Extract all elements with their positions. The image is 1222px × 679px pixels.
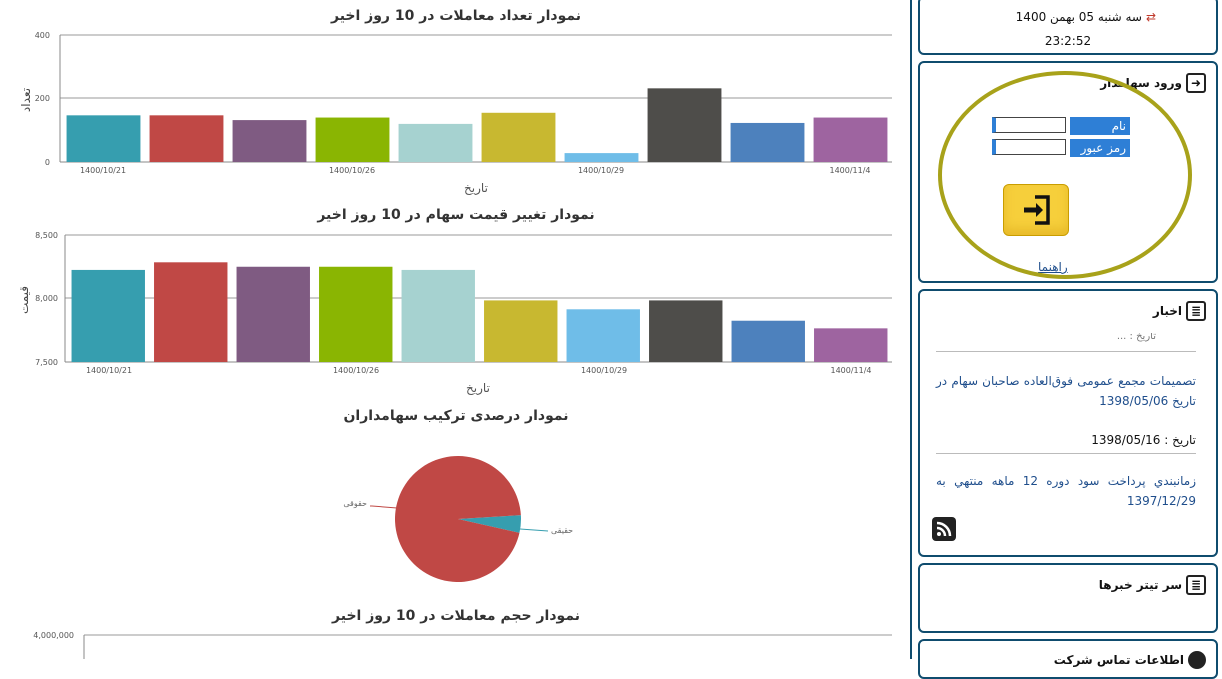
- headlines-title: سر تیتر خبرها: [1098, 578, 1182, 592]
- datetime-box: ⇄ سه شنبه 05 بهمن 1400 23:2:52: [918, 0, 1218, 55]
- newspaper-icon: ≣: [1186, 301, 1206, 321]
- x-tick-label: 1400/10/26: [329, 166, 375, 175]
- y-tick-label: 400: [35, 31, 50, 40]
- bar-10: [813, 117, 888, 162]
- bar-6: [484, 300, 558, 362]
- bar-1: [71, 269, 145, 362]
- count-chart-title: نمودار تعداد معاملات در 10 روز اخیر: [330, 8, 581, 24]
- bar-2: [149, 115, 224, 162]
- y-tick-label: 200: [35, 94, 50, 103]
- login-title: ورود سهامدار: [1100, 76, 1182, 90]
- news-box: ≣ اخبار تاریخ : ... تصمیمات مجمع عمومی ف…: [918, 289, 1218, 557]
- news-divider: [936, 453, 1196, 454]
- holders-pie-chart: حقوقی حقیقی: [343, 456, 573, 582]
- bar-4: [319, 266, 393, 362]
- bar-9: [730, 122, 805, 162]
- bar-6: [481, 112, 556, 162]
- news-partial-date: تاریخ : ...: [1116, 333, 1156, 342]
- login-header: ➜ ورود سهامدار: [1100, 73, 1206, 93]
- y-tick-label: 8,000: [35, 294, 58, 303]
- news-header: ≣ اخبار: [1153, 301, 1206, 321]
- x-axis-label: تاریخ: [464, 181, 488, 196]
- holders-chart-title: نمودار درصدی ترکیب سهامداران: [343, 408, 569, 424]
- password-input[interactable]: [992, 139, 1066, 155]
- bar-group: [66, 88, 888, 162]
- bar-8: [649, 300, 723, 362]
- volume-chart-title: نمودار حجم معاملات در 10 روز اخیر: [332, 608, 580, 624]
- highlight-ellipse: [938, 71, 1192, 279]
- x-tick-label: 1400/10/26: [333, 366, 379, 375]
- bar-8: [647, 88, 722, 162]
- y-axis-label: قیمت: [17, 286, 31, 314]
- bar-5: [401, 269, 475, 362]
- y-tick-label: 8,500: [35, 231, 58, 240]
- y-tick-label: 0: [45, 158, 50, 167]
- news-item-date: تاریخ : 1398/05/16: [1091, 433, 1196, 447]
- password-label: رمز عبور :: [1070, 139, 1130, 171]
- rss-icon[interactable]: [932, 517, 956, 541]
- news-item-link[interactable]: تصمیمات مجمع عمومی فوق‌العاده صاحبان سها…: [936, 374, 1196, 408]
- x-axis-label: تاریخ: [466, 381, 490, 396]
- exchange-arrows-icon: ⇄: [1145, 10, 1156, 24]
- news-item-link[interactable]: زمانبندي پرداخت سود دوره 12 ماهه منتهي ب…: [936, 474, 1196, 508]
- price-chart-title: نمودار تغییر قیمت سهام در 10 روز اخیر: [317, 207, 595, 223]
- bar-group: [71, 262, 888, 362]
- phone-icon: [1188, 651, 1206, 669]
- bar-4: [315, 117, 390, 162]
- help-link[interactable]: راهنما: [1038, 260, 1068, 274]
- login-arrow-icon: ➜: [1186, 73, 1206, 93]
- pie-label-natural: حقیقی: [551, 526, 573, 535]
- company-box: اطلاعات تماس شرکت: [918, 639, 1218, 679]
- pie-slice-1: [395, 456, 521, 582]
- bar-5: [398, 123, 473, 162]
- bar-10: [814, 328, 888, 362]
- bar-1: [66, 115, 141, 162]
- y-tick-label: 4,000,000: [33, 631, 74, 640]
- sign-in-icon: [1024, 195, 1050, 225]
- bar-7: [564, 153, 639, 162]
- x-tick-label: 1400/11/4: [829, 166, 870, 175]
- pie-label-legal: حقوقی: [343, 499, 367, 508]
- headlines-header: ≣ سر تیتر خبرها: [1099, 575, 1206, 595]
- charts-panel: نمودار تعداد معاملات در 10 روز اخیر 400 …: [17, 0, 912, 659]
- x-tick-label: 1400/10/29: [581, 366, 627, 375]
- current-time: 23:2:52: [1044, 34, 1092, 48]
- bar-7: [566, 309, 640, 362]
- pie-leader-line: [370, 505, 398, 509]
- newspaper-icon: ≣: [1186, 575, 1206, 595]
- pie-slice-2: [458, 515, 522, 533]
- current-date: سه شنبه 05 بهمن 1400: [1015, 10, 1142, 24]
- headlines-box: ≣ سر تیتر خبرها: [918, 563, 1218, 633]
- y-tick-label: 7,500: [35, 358, 58, 367]
- news-title: اخبار: [1152, 304, 1182, 318]
- pie-group: [395, 456, 522, 582]
- company-title: اطلاعات تماس شرکت: [1053, 653, 1184, 667]
- x-tick-label: 1400/10/21: [86, 366, 132, 375]
- pie-leader-line: [519, 528, 549, 532]
- username-input[interactable]: [992, 117, 1066, 133]
- x-tick-label: 1400/10/21: [80, 166, 126, 175]
- count-chart: 400 200 0 تعداد تاریخ 1400/10/21 1400/10…: [19, 31, 892, 196]
- company-header: اطلاعات تماس شرکت: [1054, 651, 1206, 669]
- login-button[interactable]: [1003, 184, 1069, 236]
- bar-3: [236, 266, 310, 362]
- news-divider: [936, 351, 1196, 352]
- bar-9: [731, 320, 805, 362]
- y-axis-label: تعداد: [19, 88, 33, 112]
- price-chart: 8,500 8,000 7,500 قیمت تاریخ 1400/10/21 …: [17, 231, 892, 396]
- x-tick-label: 1400/11/4: [830, 366, 871, 375]
- login-box: ➜ ورود سهامدار نام کاربری : رمز عبور : ر…: [918, 61, 1218, 283]
- volume-chart: 4,000,000: [33, 631, 892, 659]
- x-tick-label: 1400/10/29: [578, 166, 624, 175]
- bar-2: [154, 262, 228, 362]
- bar-3: [232, 120, 307, 162]
